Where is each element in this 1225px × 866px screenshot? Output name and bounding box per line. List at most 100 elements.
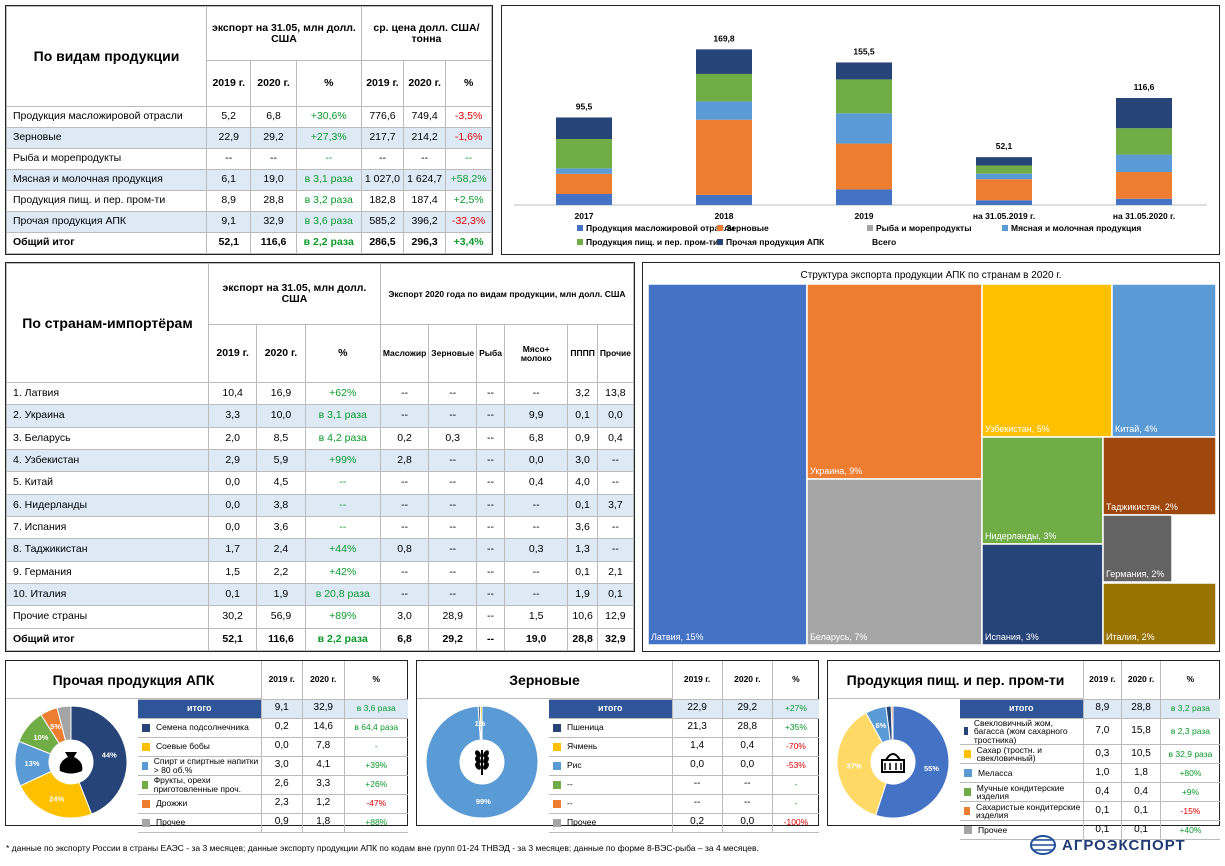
- country-name: 1. Латвия: [6, 381, 209, 406]
- table-row: Прочее 0,1 0,1 +40%: [960, 820, 1220, 840]
- sub-item: Рис: [549, 756, 672, 776]
- sub-item: Ячмень: [549, 737, 672, 757]
- bar-segment: [696, 49, 752, 74]
- country-type-value: --: [476, 448, 505, 473]
- sub-value-2020: 10,5: [1121, 744, 1161, 764]
- price-2019: --: [360, 147, 405, 170]
- bar-segment: [836, 143, 892, 190]
- country-type-value: --: [596, 448, 635, 473]
- pie-slice-label: 1%: [475, 719, 486, 728]
- sub-value-2020: 28,8: [721, 718, 773, 738]
- export-change: +30,6%: [295, 105, 362, 128]
- sub-value-2019: 0,9: [260, 813, 303, 833]
- treemap-tile: [981, 283, 1113, 438]
- country-name: Общий итог: [6, 627, 209, 652]
- sub-value-2019: --: [671, 775, 723, 795]
- table-row: 9. Германия 1,5 2,2 +42% -- -- -- -- 0,1 2,1: [6, 560, 635, 584]
- country-type-value: --: [476, 471, 505, 495]
- price-2019: 585,2: [360, 210, 405, 233]
- bar-total-label: 169,8: [713, 33, 735, 43]
- pie-hole: [873, 742, 913, 782]
- country-type-value: --: [503, 493, 569, 517]
- sub-value-2020: 0,1: [1121, 801, 1161, 821]
- sub-item-label: Сахаристые кондитерские изделия: [976, 801, 1081, 820]
- bar-segment: [1116, 128, 1172, 155]
- export-2019: 1,5: [207, 560, 258, 584]
- sub1-total-change: в 3,6 раза: [343, 699, 408, 719]
- sub-item-label: Фрукты, орехи приготовленные проч.: [153, 775, 242, 794]
- export-2020: 116,6: [256, 627, 306, 652]
- sub-item: --: [549, 794, 672, 814]
- pie-slice-label: 37%: [847, 762, 862, 771]
- sub-change: +88%: [343, 813, 408, 833]
- country-type-value: 1,3: [567, 538, 598, 562]
- country-type-value: --: [379, 515, 430, 540]
- country-type-value: --: [596, 471, 635, 495]
- bar-segment: [556, 139, 612, 169]
- country-type-value: --: [428, 471, 478, 495]
- sub3-header-y2: 2020 г.: [1121, 661, 1161, 700]
- legend-swatch: [964, 750, 971, 758]
- treemap-title: Структура экспорта продукции АПК по стра…: [800, 270, 1061, 281]
- export-2020: --: [250, 147, 297, 170]
- stacked-bar-chart: 95,5 2017 169,8 2018 155,5 2019 52,1 на 31.05.2…: [514, 33, 1207, 247]
- price-2020: 396,2: [403, 210, 447, 233]
- export-2020: 3,8: [256, 493, 306, 517]
- sub-item-label: Прочее: [567, 817, 597, 828]
- legend-swatch: [142, 742, 150, 751]
- country-type-value: 32,9: [596, 627, 635, 652]
- legend-swatch: [553, 780, 561, 789]
- export-2020: 19,0: [250, 168, 297, 191]
- bar-segment: [696, 101, 752, 120]
- sub-value-2020: 0,4: [1121, 782, 1161, 802]
- sub-change: -15%: [1159, 801, 1220, 821]
- export-2019: 8,9: [205, 189, 252, 212]
- sub-item: Фрукты, орехи приготовленные проч.: [138, 775, 261, 795]
- sub-change: +26%: [343, 775, 408, 795]
- country-type-value: --: [503, 381, 569, 406]
- country-type-value: 29,2: [428, 627, 478, 652]
- country-type-value: --: [476, 605, 505, 629]
- legend-label: Рыба и морепродукты: [876, 223, 971, 233]
- export-2019: 0,0: [207, 493, 258, 517]
- country-name: 4. Узбекистан: [6, 448, 209, 473]
- sub3-total-2020: 28,8: [1121, 699, 1161, 719]
- price-2020: 1 624,7: [403, 168, 447, 191]
- sub1-total-2019: 9,1: [260, 699, 303, 719]
- country-type-value: 0,1: [567, 560, 598, 584]
- sub3-header-pct: %: [1159, 661, 1220, 700]
- country-type-value: --: [476, 426, 505, 450]
- export-change: +62%: [304, 381, 381, 406]
- legend-swatch: [717, 239, 723, 245]
- country-type-value: --: [428, 582, 478, 607]
- sub-value-2020: 1,2: [302, 794, 344, 814]
- treemap-tile: [1102, 582, 1217, 646]
- product-name: Зерновые: [6, 126, 207, 149]
- products-price-pct-header: %: [445, 60, 492, 107]
- country-type-value: 0,4: [503, 471, 569, 495]
- agroexport-logo: АГРОЭКСПОРТ: [1030, 835, 1186, 855]
- bar-segment: [976, 157, 1032, 166]
- price-change: --: [445, 147, 492, 170]
- bar-segment: [556, 194, 612, 205]
- countries-export-header: экспорт на 31.05, млн долл. США: [208, 262, 381, 326]
- sub-change: +80%: [1159, 763, 1220, 783]
- legend-label: Продукция масложировой отрасли: [586, 223, 735, 233]
- treemap-label: Латвия, 15%: [651, 632, 704, 642]
- bar-segment: [976, 173, 1032, 180]
- export-change: в 3,2 раза: [295, 189, 362, 212]
- bar-segment: [696, 119, 752, 195]
- legend-swatch: [142, 761, 148, 770]
- table-row: Сахар (тростн. и свекловичный) 0,3 10,5 в 3…: [960, 744, 1220, 764]
- bar-total-label: 95,5: [576, 101, 593, 111]
- export-2019: 2,0: [207, 426, 258, 450]
- export-change: +99%: [304, 448, 381, 473]
- price-2019: 776,6: [360, 105, 405, 128]
- country-name: Прочие страны: [6, 605, 209, 629]
- country-type-value: 0,3: [428, 426, 478, 450]
- sub-value-2020: 4,1: [302, 756, 344, 776]
- sub-change: -70%: [771, 737, 819, 757]
- country-type-value: 0,4: [596, 426, 635, 450]
- bar-segment: [556, 117, 612, 139]
- sub-value-2019: 21,3: [671, 718, 723, 738]
